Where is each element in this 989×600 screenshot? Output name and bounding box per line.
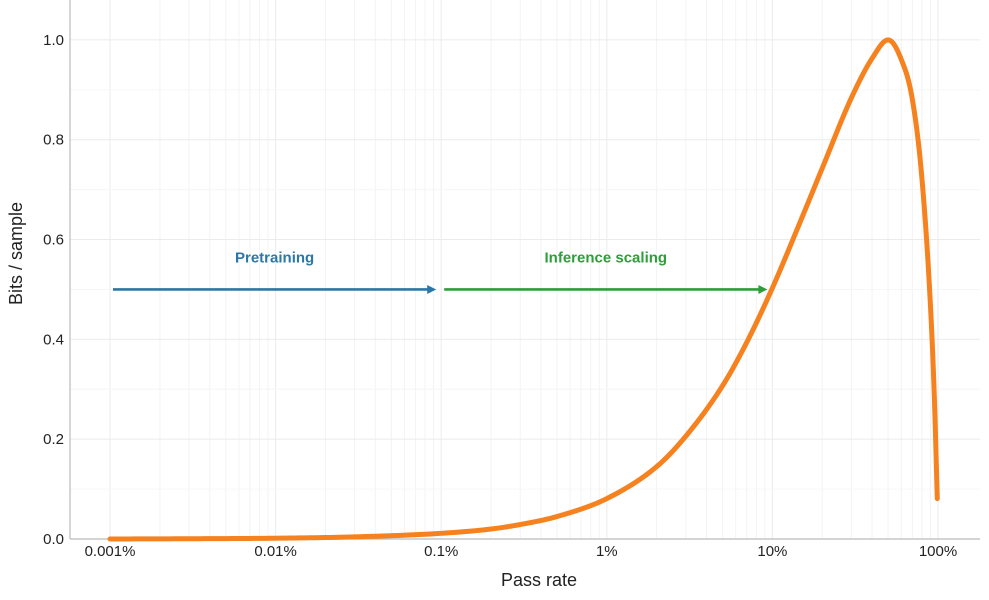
y-tick-label: 0.4 <box>43 331 64 348</box>
x-tick-label: 1% <box>596 543 618 560</box>
x-tick-label: 100% <box>919 543 957 560</box>
series <box>107 37 940 542</box>
annotation-label: Inference scaling <box>545 249 668 266</box>
y-axis-ticks: 0.0 0.2 0.4 0.6 0.8 1.0 <box>43 32 64 548</box>
y-tick-label: 0.6 <box>43 232 64 249</box>
x-tick-label: 0.1% <box>424 543 458 560</box>
x-tick-label: 0.001% <box>85 543 136 560</box>
annotation-pretraining: Pretraining <box>113 249 437 294</box>
annotations: Pretraining Inference scaling <box>113 249 768 294</box>
x-axis-label: Pass rate <box>501 570 577 590</box>
y-tick-label: 1.0 <box>43 32 64 49</box>
grid <box>70 0 980 540</box>
y-axis-label: Bits / sample <box>6 202 26 305</box>
axes <box>69 0 980 540</box>
annotation-label: Pretraining <box>235 249 314 266</box>
x-axis-ticks: 0.001% 0.01% 0.1% 1% 10% 100% <box>85 543 958 560</box>
series-line <box>107 37 940 542</box>
x-tick-label: 0.01% <box>254 543 297 560</box>
annotation-inference-scaling: Inference scaling <box>444 249 768 294</box>
y-tick-label: 0.2 <box>43 431 64 448</box>
annotation-arrow-head <box>427 284 437 294</box>
annotation-arrow-head <box>758 284 768 294</box>
y-tick-label: 0.8 <box>43 132 64 149</box>
x-tick-label: 10% <box>757 543 787 560</box>
y-tick-label: 0.0 <box>43 531 64 548</box>
